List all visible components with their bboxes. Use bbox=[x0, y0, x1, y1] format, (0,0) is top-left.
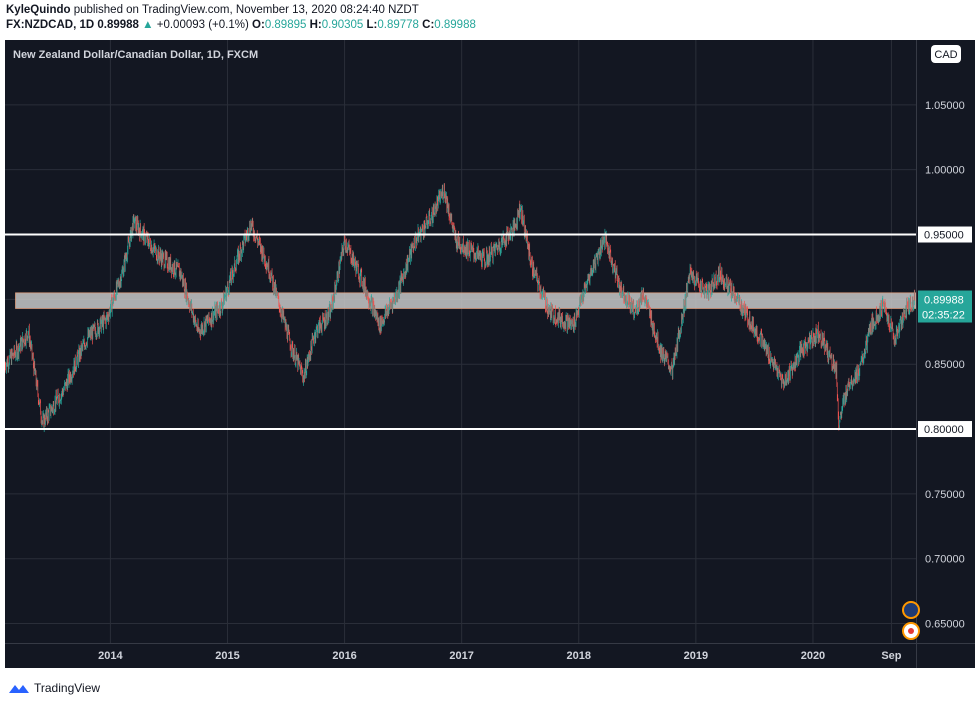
chart-title: New Zealand Dollar/Canadian Dollar, 1D, … bbox=[13, 49, 258, 61]
tradingview-logo-icon bbox=[9, 685, 29, 693]
countdown-label: 02:35:22 bbox=[922, 310, 965, 322]
price-tick-label: 0.85000 bbox=[925, 359, 965, 371]
publish-date: published on TradingView.com, November 1… bbox=[73, 4, 419, 16]
price-tick-label: 1.00000 bbox=[925, 165, 965, 177]
last-price: 0.89988 bbox=[97, 19, 139, 31]
close-label: C: bbox=[422, 19, 435, 31]
high-label: H: bbox=[309, 19, 322, 31]
time-tick-label: Sep bbox=[881, 650, 901, 662]
open-value: 0.89895 bbox=[264, 19, 307, 31]
time-tick-label: 2015 bbox=[215, 650, 239, 662]
chart-frame[interactable]: 0.650000.700000.750000.800000.850000.900… bbox=[5, 40, 975, 668]
time-tick-label: 2019 bbox=[684, 650, 708, 662]
low-label: L: bbox=[366, 19, 378, 31]
price-tick-label: 0.65000 bbox=[925, 619, 965, 631]
level-label: 0.80000 bbox=[924, 424, 964, 436]
nz-flag-icon bbox=[902, 601, 920, 619]
grid-lines bbox=[5, 40, 916, 643]
high-value: 0.90305 bbox=[321, 19, 364, 31]
current-price-tag bbox=[918, 290, 972, 323]
currency-badge bbox=[931, 45, 961, 63]
price-chart[interactable]: 0.650000.700000.750000.800000.850000.900… bbox=[5, 40, 975, 668]
time-tick-label: 2020 bbox=[801, 650, 825, 662]
author-name[interactable]: KyleQuindo bbox=[6, 4, 71, 16]
symbol-label: FX:NZDCAD, 1D bbox=[6, 19, 95, 31]
footer: TradingView bbox=[8, 681, 100, 695]
price-change: +0.00093 (+0.1%) bbox=[156, 19, 249, 31]
symbol-info: FX:NZDCAD, 1D 0.89988 ▲ +0.00093 (+0.1%)… bbox=[6, 19, 476, 31]
low-value: 0.89778 bbox=[377, 19, 419, 31]
publish-info: KyleQuindo published on TradingView.com,… bbox=[6, 4, 419, 16]
price-tick-label: 0.75000 bbox=[925, 489, 965, 501]
time-tick-label: 2016 bbox=[332, 650, 356, 662]
support-resistance-zone bbox=[15, 292, 917, 309]
change-up-icon: ▲ bbox=[142, 19, 154, 31]
current-price-label: 0.89988 bbox=[924, 295, 964, 307]
canada-maple-icon bbox=[908, 628, 914, 634]
time-tick-label: 2018 bbox=[567, 650, 591, 662]
level-label-box bbox=[918, 226, 972, 243]
time-tick-label: 2017 bbox=[449, 650, 473, 662]
footer-brand[interactable]: TradingView bbox=[34, 681, 101, 695]
currency-label: CAD bbox=[934, 49, 957, 61]
candles bbox=[5, 183, 916, 433]
level-label: 0.95000 bbox=[924, 230, 964, 242]
price-tick-label: 0.70000 bbox=[925, 554, 965, 566]
level-label-box bbox=[918, 421, 972, 438]
time-tick-label: 2014 bbox=[98, 650, 123, 662]
open-label: O: bbox=[252, 19, 265, 31]
close-value: 0.89988 bbox=[434, 19, 476, 31]
price-tick-label: 1.05000 bbox=[925, 100, 965, 112]
